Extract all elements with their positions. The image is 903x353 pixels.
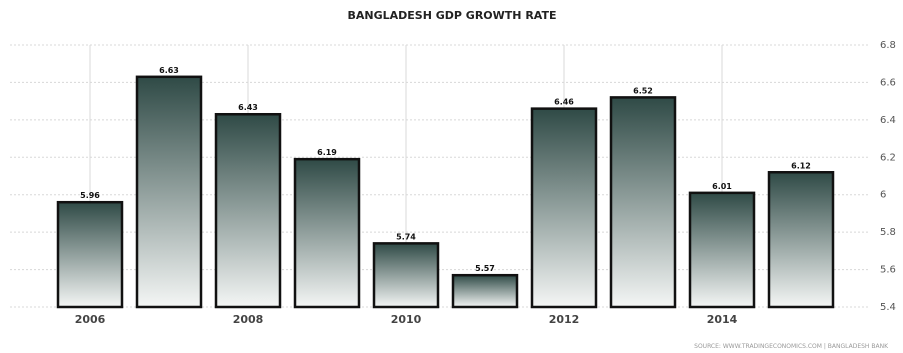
data-label: 6.63 <box>159 66 179 75</box>
bar-2006 <box>56 200 124 309</box>
x-tick-label: 2008 <box>233 313 264 326</box>
bars <box>56 75 835 309</box>
bar-2007 <box>135 75 203 309</box>
y-tick-label: 6.2 <box>880 152 896 163</box>
bar-2013 <box>609 96 677 309</box>
y-tick-label: 6.4 <box>880 115 896 126</box>
data-label: 5.74 <box>396 232 416 241</box>
y-tick-label: 6.8 <box>880 40 896 51</box>
y-tick-label: 6.6 <box>880 77 896 88</box>
y-tick-label: 5.4 <box>880 302 896 313</box>
data-labels: 5.96 6.63 6.43 6.19 5.74 5.57 6.46 6.52 6.01 6.12 <box>80 66 811 273</box>
x-tick-label: 2014 <box>707 313 738 326</box>
x-axis-ticks: 2006 2008 2010 2012 2014 <box>75 313 738 326</box>
source-note: SOURCE: WWW.TRADINGECONOMICS.COM | BANGL… <box>694 343 889 350</box>
data-label: 5.96 <box>80 191 100 200</box>
data-label: 5.57 <box>475 264 495 273</box>
data-label: 6.46 <box>554 98 574 107</box>
bar-2012 <box>530 107 598 309</box>
y-tick-label: 6 <box>880 190 886 201</box>
x-tick-label: 2006 <box>75 313 106 326</box>
bar-2011 <box>451 273 519 309</box>
data-label: 6.43 <box>238 103 258 112</box>
y-tick-label: 5.6 <box>880 265 896 276</box>
data-label: 6.01 <box>712 182 732 191</box>
bar-2014 <box>688 191 756 309</box>
chart-title: BANGLADESH GDP GROWTH RATE <box>348 9 557 22</box>
bar-2015 <box>767 171 835 309</box>
bar-2010 <box>372 242 440 309</box>
bar-2008 <box>214 112 282 309</box>
data-label: 6.52 <box>633 86 653 95</box>
bar-2009 <box>293 157 361 309</box>
y-tick-label: 5.8 <box>880 227 896 238</box>
data-label: 6.12 <box>791 161 811 170</box>
data-label: 6.19 <box>317 148 337 157</box>
y-axis-ticks: 5.4 5.6 5.8 6 6.2 6.4 6.6 6.8 <box>880 40 896 313</box>
x-tick-label: 2010 <box>391 313 422 326</box>
x-tick-label: 2012 <box>549 313 580 326</box>
